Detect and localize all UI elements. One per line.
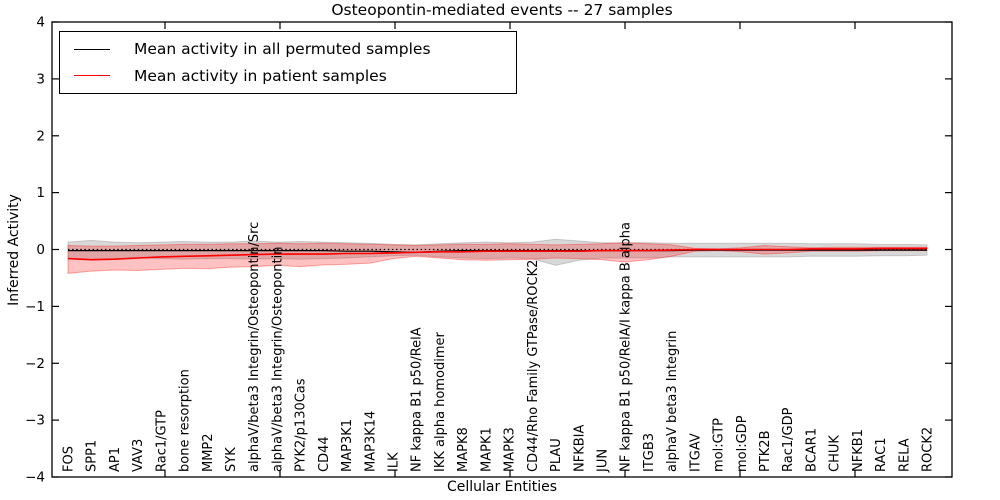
- y-tick-label: −4: [25, 470, 45, 486]
- x-category-label: bone resorption: [178, 369, 193, 472]
- permuted-std-band: [67, 238, 928, 266]
- x-category-label: RAC1: [874, 437, 889, 472]
- legend-entry-patient: Mean activity in patient samples: [60, 64, 516, 88]
- x-category-label: ITGAV: [688, 433, 703, 472]
- legend-label-permuted: Mean activity in all permuted samples: [134, 40, 431, 59]
- y-tick-label: −1: [25, 299, 45, 315]
- x-category-label: ILK: [387, 452, 402, 472]
- y-tick-label: 3: [36, 71, 45, 87]
- permuted-line-swatch: [74, 48, 110, 50]
- x-category-label: FOS: [62, 446, 77, 472]
- y-tick-label: −3: [25, 413, 45, 429]
- x-category-label: MAPK3: [503, 427, 518, 472]
- x-category-label: MMP2: [201, 433, 216, 472]
- x-category-label: Rac1/GDP: [781, 407, 796, 472]
- y-tick-label: 1: [36, 185, 45, 201]
- x-category-label: NF kappa B1 p50/RelA: [410, 327, 425, 472]
- x-category-label: alphaV/beta3 Integrin/Osteopontin: [270, 247, 285, 472]
- x-category-label: Rac1/GTP: [154, 410, 169, 472]
- x-category-label: PTK2B: [758, 431, 773, 473]
- x-category-label: BCAR1: [804, 428, 819, 472]
- y-tick-label: 2: [36, 128, 45, 144]
- x-category-label: MAP3K14: [363, 411, 378, 472]
- y-axis-label: Inferred Activity: [6, 194, 22, 306]
- x-category-label: AP1: [108, 447, 123, 472]
- x-category-label: CD44: [317, 436, 332, 472]
- patient-mean-line: [67, 247, 927, 261]
- x-category-label: RELA: [897, 438, 912, 472]
- x-category-label: PLAU: [549, 438, 564, 472]
- legend-label-patient: Mean activity in patient samples: [134, 66, 387, 85]
- x-category-label: MAPK1: [479, 427, 494, 472]
- x-category-label: MAP3K1: [340, 419, 355, 472]
- x-category-label: ROCK2: [921, 427, 936, 472]
- legend: Mean activity in all permuted samples Me…: [59, 31, 517, 94]
- x-category-label: SPP1: [85, 440, 100, 472]
- x-category-label: alphaV/beta3 Integrin/Osteopontin/Src: [247, 222, 262, 472]
- x-axis-label: Cellular Entities: [446, 479, 558, 495]
- x-category-label: ITGB3: [642, 433, 657, 472]
- y-tick-label: −2: [25, 356, 45, 372]
- x-category-label: CD44/Rho Family GTPase/ROCK2: [526, 260, 541, 472]
- x-category-label: NF kappa B1 p50/RelA/I kappa B alpha: [619, 222, 634, 472]
- patient-line-swatch: [74, 75, 110, 77]
- y-tick-label: 4: [36, 15, 45, 31]
- x-category-label: NFKB1: [851, 429, 866, 472]
- x-category-label: alphaV beta3 Integrin: [665, 331, 680, 472]
- x-category-label: MAPK8: [456, 427, 471, 472]
- legend-entry-permuted: Mean activity in all permuted samples: [60, 37, 516, 61]
- x-category-label: mol:GDP: [735, 415, 750, 472]
- x-category-label: IKK alpha homodimer: [433, 331, 448, 472]
- chart-title: Osteopontin-mediated events -- 27 sample…: [331, 1, 673, 19]
- x-category-label: PYK2/p130Cas: [294, 378, 309, 472]
- y-tick-label: 0: [36, 242, 45, 258]
- x-category-label: NFKBIA: [572, 425, 587, 472]
- x-category-label: VAV3: [131, 439, 146, 472]
- x-category-label: SYK: [224, 447, 239, 472]
- x-category-label: JUN: [596, 449, 611, 473]
- patient-std-band: [67, 242, 928, 274]
- x-category-label: CHUK: [828, 435, 843, 472]
- x-category-label: mol:GTP: [712, 418, 727, 472]
